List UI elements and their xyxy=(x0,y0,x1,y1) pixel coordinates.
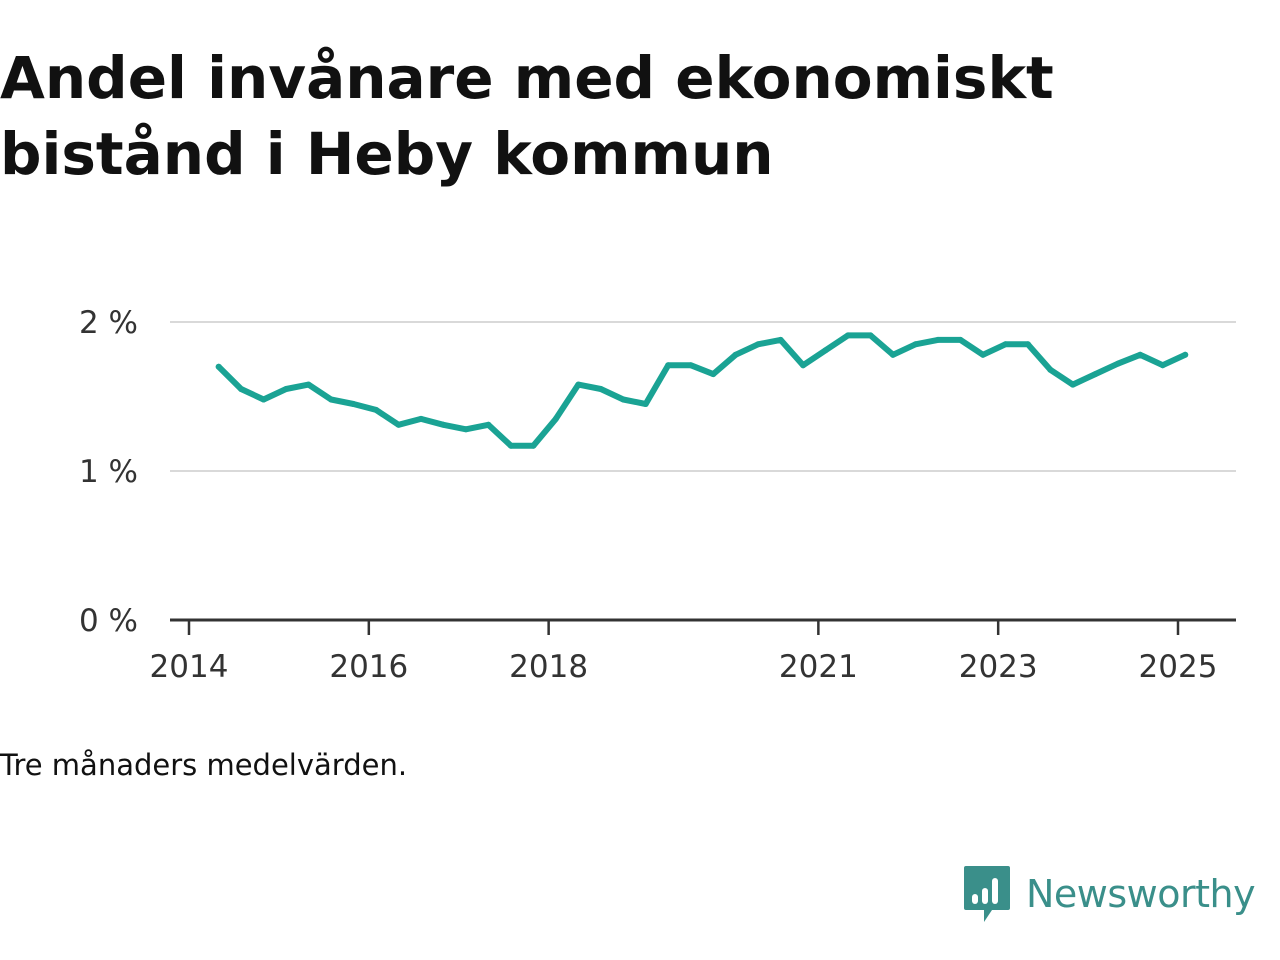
data-point xyxy=(1182,351,1189,358)
data-point xyxy=(350,401,357,407)
data-point xyxy=(1047,366,1054,373)
x-tick-label: 2021 xyxy=(779,649,858,685)
data-point xyxy=(822,347,829,354)
y-tick-label: 1 % xyxy=(79,454,138,490)
data-point xyxy=(395,421,402,428)
bar-chart-speech-bubble-icon xyxy=(964,866,1010,922)
data-point xyxy=(1024,341,1031,348)
x-axis: 2014 2016 2018 2021 2023 2025 xyxy=(150,618,1236,685)
data-point xyxy=(238,386,245,392)
data-point xyxy=(1114,360,1121,367)
data-point xyxy=(710,371,717,378)
y-tick-label: 2 % xyxy=(79,305,138,341)
data-point xyxy=(440,421,447,428)
x-tick-label: 2018 xyxy=(509,649,588,685)
data-point xyxy=(957,336,964,343)
y-tick-label: 0 % xyxy=(79,603,138,639)
data-point xyxy=(979,351,986,358)
data-point xyxy=(485,421,492,428)
data-point xyxy=(665,362,672,369)
series-line xyxy=(215,332,1189,449)
brand-logo: Newsworthy xyxy=(962,862,1256,926)
data-point xyxy=(260,396,267,403)
data-point xyxy=(732,351,739,358)
data-point xyxy=(1137,351,1144,358)
x-tick-label: 2016 xyxy=(329,649,408,685)
series xyxy=(215,332,1189,449)
data-point xyxy=(845,332,851,339)
brand-name: Newsworthy xyxy=(1026,872,1256,916)
data-point xyxy=(800,362,807,369)
data-point xyxy=(777,336,784,343)
data-point xyxy=(890,351,896,358)
data-point xyxy=(305,381,312,388)
data-point xyxy=(1159,362,1166,369)
data-point xyxy=(755,341,762,348)
data-point xyxy=(215,363,222,370)
data-point xyxy=(642,401,649,407)
y-axis: 0 % 1 % 2 % xyxy=(79,305,138,639)
data-point xyxy=(530,442,537,449)
x-tick-label: 2014 xyxy=(150,649,229,685)
data-point xyxy=(912,341,919,348)
data-point xyxy=(1092,371,1099,378)
data-point xyxy=(575,381,582,388)
data-point xyxy=(934,336,941,343)
chart-title: Andel invånare med ekonomiskt bistånd i … xyxy=(0,44,1054,188)
grid-lines xyxy=(170,321,1236,472)
data-point xyxy=(1002,341,1009,348)
data-point xyxy=(283,386,290,392)
line-chart: 0 % 1 % 2 % 2014 2016 2018 2021 2023 2025 xyxy=(79,305,1236,685)
data-point xyxy=(507,442,514,449)
data-point xyxy=(552,415,559,422)
data-point xyxy=(687,362,694,369)
data-point xyxy=(867,332,874,339)
data-point xyxy=(597,386,604,392)
data-point xyxy=(328,396,335,403)
x-tick-label: 2025 xyxy=(1139,649,1218,685)
data-point xyxy=(1069,381,1076,388)
data-point xyxy=(373,406,379,413)
data-point xyxy=(462,426,469,433)
chart-note: Tre månaders medelvärden. xyxy=(0,748,408,782)
data-point xyxy=(620,396,627,403)
x-tick-label: 2023 xyxy=(959,649,1038,685)
data-point xyxy=(418,415,424,422)
